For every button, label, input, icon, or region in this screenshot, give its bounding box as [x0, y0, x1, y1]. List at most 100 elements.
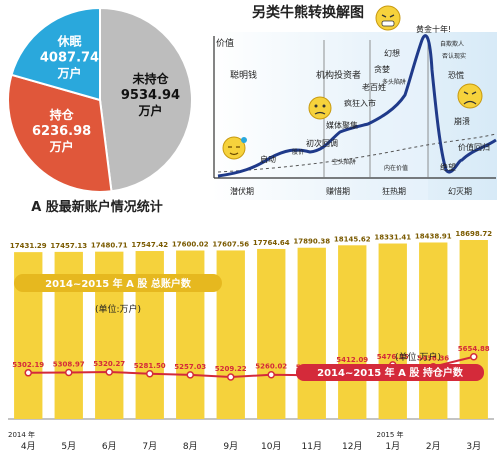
pie-slice-label-0: 未持仓 [131, 71, 169, 86]
x-tick-label-0: 4月 [21, 441, 36, 452]
x-tick-label-10: 2月 [426, 441, 441, 452]
label-greed: 贪婪 [374, 64, 390, 74]
label-smart-money: 聪明钱 [230, 69, 257, 81]
holdings-value-label-3: 5281.50 [134, 362, 166, 370]
bar-5 [216, 250, 245, 419]
bar-9 [378, 243, 407, 419]
label-intrinsic: 内在价值 [384, 164, 408, 172]
holdings-value-label-6: 5260.02 [255, 363, 287, 371]
phase-label-1: 潜伏期 [230, 186, 254, 196]
x-tick-label-3: 7月 [142, 441, 157, 452]
label-despair: 绝望 [440, 162, 456, 172]
holdings-point-6 [267, 370, 275, 379]
x-tick-label-8: 12月 [342, 441, 362, 452]
bar-value-label-6: 17764.64 [253, 239, 290, 247]
holdings-point-1 [65, 368, 73, 377]
holdings-value-label-2: 5320.27 [93, 360, 125, 368]
label-media: 媒体聚集 [326, 120, 358, 130]
pie-slice-value-1: 6236.98 [32, 124, 91, 139]
pie-slice-unit-2: 万户 [57, 66, 82, 81]
bar-8 [338, 245, 367, 419]
label-bull-trap: 多头陷阱 [382, 78, 406, 86]
holdings-value-label-4: 5257.03 [174, 363, 206, 371]
label-first-pullback: 初次回调 [306, 138, 338, 148]
emoji-worried-icon [308, 96, 332, 120]
cycle-diagram: 价值 聪明钱 机构投资者 启动 股价 初次回调 媒体聚集 空头陷阱 疯狂入市 老… [200, 0, 500, 205]
pie-slice-1 [7, 73, 113, 193]
intrinsic-value-line [217, 133, 497, 173]
bar-value-label-1: 17457.13 [50, 242, 87, 250]
bar-10 [419, 242, 448, 419]
year-label-2015: 2015 年 [377, 430, 404, 439]
holdings-point-2 [105, 368, 113, 376]
x-tick-label-2: 6月 [102, 441, 117, 452]
cycle-axis-label: 价值 [216, 37, 234, 49]
bar-11 [459, 240, 488, 419]
phase-label-4: 幻灭期 [448, 186, 472, 196]
holdings-value-label-8: 5412.09 [336, 356, 368, 364]
x-tick-label-4: 8月 [183, 441, 198, 452]
legend-total-text: 2014~2015 年 A 股 总账户数 [45, 277, 192, 290]
label-institutions: 机构投资者 [316, 69, 361, 81]
cycle-svg: 价值 聪明钱 机构投资者 启动 股价 初次回调 媒体聚集 空头陷阱 疯狂入市 老… [212, 5, 497, 200]
holdings-value-label-10: 5436.36 [417, 355, 449, 363]
bar-value-label-8: 18145.62 [334, 235, 371, 243]
bar-6 [257, 248, 286, 419]
holdings-point-5 [227, 373, 235, 381]
label-start: 启动 [260, 154, 276, 164]
pie-slice-0 [99, 6, 193, 193]
label-self-satisfied: 自欺欺人 [440, 40, 464, 48]
holdings-value-label-9: 5476.35 [377, 353, 409, 361]
emoji-excited-icon [375, 5, 401, 31]
bar-value-label-5: 17607.56 [212, 240, 249, 248]
cycle-price-curve [217, 34, 497, 178]
holdings-point-4 [186, 371, 194, 379]
holdings-value-label-0: 5302.19 [12, 361, 44, 369]
pie-slice-value-0: 9534.94 [121, 88, 180, 103]
label-frenzy: 疯狂入市 [344, 98, 376, 108]
bar-value-label-2: 17480.71 [91, 242, 128, 250]
cycle-diagram-title: 另类牛熊转换解图 [252, 5, 364, 21]
legend-total-tag [14, 274, 222, 292]
holdings-point-11 [470, 353, 478, 361]
x-tick-label-9: 1月 [385, 441, 400, 452]
pie-slice-unit-0: 万户 [137, 103, 162, 118]
label-public: 老百姓 [362, 82, 386, 92]
pie-slice-unit-1: 万户 [49, 139, 74, 154]
pie-slice-label-1: 持仓 [50, 107, 75, 122]
holdings-value-label-5: 5209.22 [215, 365, 247, 373]
emoji-sleepy-icon [222, 136, 247, 160]
legend-holdings-text: 2014~2015 年 A 股 持仓户数 [317, 366, 464, 379]
phase-label-3: 狂热期 [382, 186, 406, 196]
legend-holdings-unit: (单位:万户) [395, 351, 441, 363]
holdings-point-0 [24, 369, 32, 377]
accounts-chart-svg: 17431.29 4月 17457.13 5月 17480.71 6月 17547.42 7月… [8, 230, 494, 452]
emoji-sad-icon [457, 83, 483, 109]
bar-value-label-0: 17431.29 [10, 242, 47, 250]
holdings-value-label-1: 5308.97 [53, 361, 85, 369]
x-tick-label-5: 9月 [223, 441, 238, 452]
pie-chart-title: A 股最新账户情况统计 [31, 200, 163, 215]
label-bear-trap: 空头陷阱 [332, 158, 356, 166]
pie-slice-label-2: 休眠 [57, 34, 82, 49]
bar-value-label-11: 18698.72 [455, 230, 492, 238]
label-stock-price: 股价 [292, 149, 304, 156]
x-tick-label-7: 11月 [302, 441, 322, 452]
legend-total-unit: (单位:万户) [95, 303, 141, 315]
label-illusion: 幻想 [384, 48, 400, 58]
x-tick-label-6: 10月 [261, 441, 281, 452]
label-new-paradigm: 黄金十年! [416, 24, 451, 34]
pie-chart: 未持仓 9534.94 万户 持仓 6236.98 万户 休眠 4087.74 万户 [0, 0, 200, 200]
year-label-2014: 2014 年 [8, 430, 35, 439]
pie-slice-value-2: 4087.74 [40, 51, 99, 66]
phase-label-2: 赚惜期 [326, 186, 350, 196]
holdings-point-3 [146, 370, 154, 378]
legend-holdings-tag [296, 364, 484, 381]
bar-value-label-4: 17600.02 [172, 241, 209, 249]
bar-value-label-3: 17547.42 [131, 241, 168, 249]
bar-value-label-10: 18438.91 [415, 232, 452, 240]
pie-slice-2 [10, 6, 101, 102]
accounts-chart: 17431.29 4月 17457.13 5月 17480.71 6月 17547.42 7月… [0, 214, 500, 452]
bar-value-label-7: 17890.38 [293, 238, 330, 246]
